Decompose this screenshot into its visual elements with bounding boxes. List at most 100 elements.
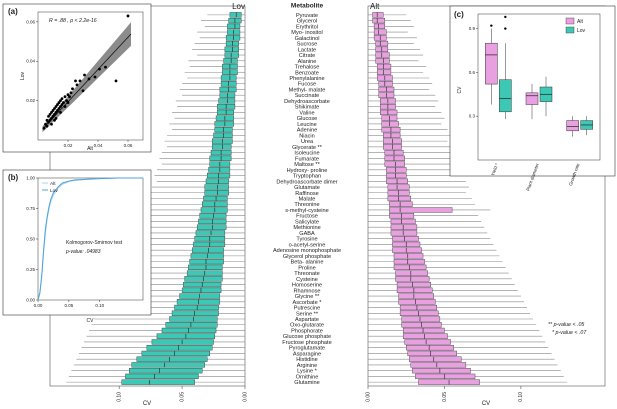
trait-outlier bbox=[504, 27, 507, 30]
alt-box bbox=[375, 58, 390, 64]
lov-box bbox=[193, 241, 226, 248]
scatter-point bbox=[59, 99, 62, 103]
trait-box-lov bbox=[499, 79, 512, 113]
panel-c-label: (c) bbox=[454, 10, 464, 19]
pvalue-note-1: ** p-value < .05 bbox=[548, 322, 584, 328]
metabolite-label: Citrate bbox=[299, 53, 315, 59]
panel-c-frame bbox=[477, 13, 601, 161]
fit-line bbox=[42, 33, 132, 130]
alt-box bbox=[395, 270, 428, 276]
metabolite-label: Myo- inositol bbox=[291, 30, 322, 36]
metabolite-label: Beta- alanine bbox=[291, 260, 324, 266]
lov-box bbox=[195, 230, 226, 236]
lov-box bbox=[161, 327, 217, 334]
legend-label: Alt bbox=[50, 181, 56, 187]
alt-box bbox=[409, 356, 462, 362]
lov-xtick-label: 0.05 bbox=[179, 392, 185, 402]
metabolite-label: Maltose ** bbox=[294, 162, 320, 168]
alt-box bbox=[406, 345, 454, 351]
lov-box bbox=[213, 132, 233, 139]
metabolite-label: Glycine ** bbox=[295, 294, 320, 300]
alt-box bbox=[402, 333, 448, 339]
scatter-point bbox=[98, 67, 101, 71]
panel-b-ytick-label: 0.25 bbox=[26, 267, 35, 272]
alt-box bbox=[386, 167, 407, 173]
alt-box bbox=[396, 281, 431, 288]
alt-box bbox=[380, 109, 398, 116]
metabolite-label: Phenylalanine bbox=[289, 76, 324, 82]
scatter-point bbox=[54, 105, 58, 108]
alt-box bbox=[376, 63, 392, 70]
legend-label: Lov bbox=[50, 188, 58, 194]
panel-c-ytick-label: 0.3 bbox=[469, 114, 476, 119]
alt-box bbox=[395, 276, 430, 282]
lov-box bbox=[214, 121, 234, 127]
lov-box bbox=[174, 304, 219, 311]
scatter-point bbox=[53, 113, 56, 116]
scatter-point bbox=[78, 79, 82, 83]
legend-swatch-alt bbox=[565, 17, 575, 25]
lov-xlabel: CV bbox=[143, 401, 151, 407]
metabolite-header: Metabolite bbox=[291, 3, 324, 10]
alt-box bbox=[402, 327, 445, 334]
scatter-point bbox=[50, 116, 53, 120]
alt-box bbox=[372, 17, 386, 24]
lov-box bbox=[225, 35, 241, 41]
alt-title: Alt bbox=[370, 2, 380, 11]
alt-box bbox=[410, 362, 467, 368]
ecdf-line-lov bbox=[37, 177, 143, 301]
metabolite-label: Sucrose bbox=[297, 42, 318, 48]
panel-a-label: (a) bbox=[8, 7, 18, 16]
metabolite-label: Methyl- malate bbox=[289, 87, 326, 93]
metabolite-label: Proline bbox=[298, 265, 315, 271]
metabolite-label: Adenine bbox=[297, 128, 318, 134]
metabolite-label: Fructose phosphate bbox=[282, 340, 331, 346]
alt-xlabel: CV bbox=[482, 401, 490, 407]
alt-box bbox=[386, 172, 407, 179]
lov-box bbox=[151, 339, 214, 345]
metabolite-label: Dehydroascorbate dimer bbox=[276, 179, 337, 185]
lov-box bbox=[200, 207, 228, 213]
metabolite-label: Cysteine bbox=[296, 277, 318, 283]
lov-box bbox=[209, 155, 232, 161]
metabolite-label: Ornithine bbox=[296, 374, 319, 380]
lov-box bbox=[189, 258, 224, 265]
scatter-point bbox=[45, 118, 49, 122]
metabolite-label: Glutamate bbox=[294, 185, 320, 191]
scatter-point bbox=[66, 101, 70, 104]
scatter-point bbox=[44, 122, 47, 126]
scatter-point bbox=[68, 95, 71, 99]
trait-box-alt bbox=[566, 120, 579, 132]
alt-box bbox=[390, 230, 418, 236]
lov-box bbox=[205, 178, 229, 184]
metabolite-label: Lactate bbox=[298, 47, 316, 53]
lov-box bbox=[125, 373, 199, 380]
metabolite-label: Homoserine bbox=[292, 283, 322, 289]
scatter-point bbox=[87, 77, 91, 81]
alt-box bbox=[398, 299, 436, 305]
metabolite-label: o-acetyl-serine bbox=[289, 242, 326, 248]
panel-c-xtick-label: Yield * bbox=[490, 162, 499, 176]
panel-b-xtick-label: 0.10 bbox=[95, 303, 104, 308]
metabolite-label: Raffinose bbox=[295, 191, 319, 197]
metabolite-label: Dehydroascorbate bbox=[284, 99, 330, 105]
metabolite-label: Phosphorate bbox=[291, 328, 323, 334]
lov-box bbox=[165, 322, 218, 328]
ks-test-label: Kolmogorov-Smirnov test bbox=[66, 240, 123, 246]
panel-a-ytick-label: 0.02 bbox=[26, 98, 35, 103]
lov-box bbox=[146, 345, 213, 351]
lov-box bbox=[223, 58, 238, 64]
scatter-point bbox=[65, 99, 68, 103]
metabolite-label: Putrescine bbox=[294, 306, 320, 312]
panel-b-ytick-label: 0.00 bbox=[26, 298, 35, 303]
lov-box bbox=[224, 46, 239, 52]
metabolite-label: Leucine bbox=[297, 122, 317, 128]
lov-box bbox=[191, 247, 224, 253]
scatter-point bbox=[42, 126, 46, 130]
scatter-point bbox=[56, 103, 59, 106]
metabolite-label: Rhamnose bbox=[293, 288, 320, 294]
metabolite-label: Serine ** bbox=[296, 311, 319, 317]
panel-b-xtick-label: 0.00 bbox=[34, 303, 43, 308]
metabolite-label: Threonate bbox=[294, 271, 320, 277]
